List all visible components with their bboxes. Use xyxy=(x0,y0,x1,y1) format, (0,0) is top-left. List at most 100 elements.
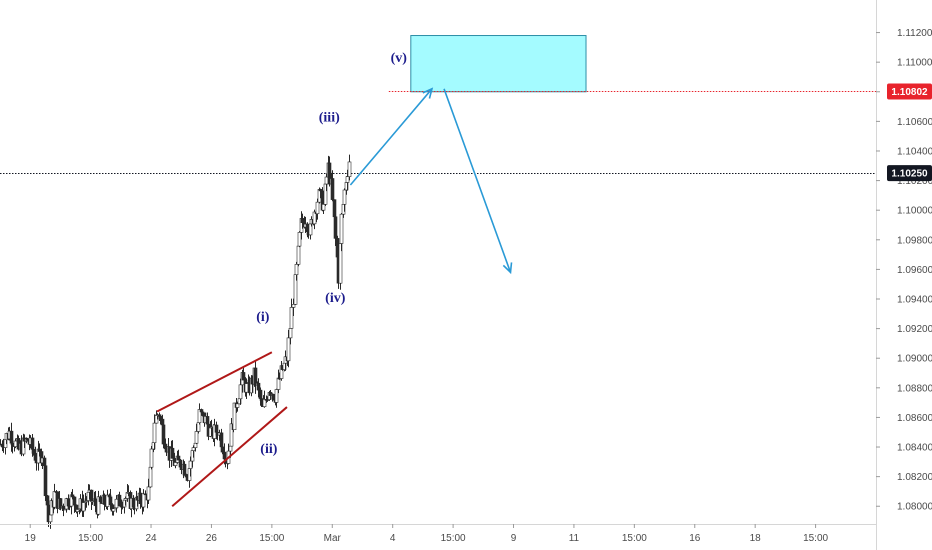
candle-body xyxy=(296,245,301,265)
candle-body xyxy=(289,307,294,329)
y-tick-label: 1.09000 xyxy=(897,354,932,365)
candle-body xyxy=(194,431,199,444)
y-tick-label: 1.10200 xyxy=(897,176,932,187)
candle-body xyxy=(148,466,153,488)
candle-body xyxy=(37,448,42,452)
wave-label-2: (iii) xyxy=(319,110,340,125)
candle-body xyxy=(114,498,119,509)
x-tick-label: 15:00 xyxy=(622,533,647,544)
price-tag-1 xyxy=(887,165,932,182)
candle-body xyxy=(191,447,196,451)
y-tick-label: 1.11200 xyxy=(897,28,932,39)
candles-layer xyxy=(0,154,352,529)
candle-body xyxy=(43,465,48,497)
candle-body xyxy=(108,496,113,506)
candle-body xyxy=(96,496,101,515)
candle-body xyxy=(197,409,202,423)
candle-body xyxy=(335,238,340,258)
time-axis[interactable]: 19 15:00 24 26 15:00 Mar 4 15:00 9 11 15:00 16 18 15:… xyxy=(0,524,876,544)
y-tick-label: 1.10600 xyxy=(897,117,932,128)
candle-body xyxy=(330,178,335,200)
target-zone xyxy=(410,35,587,93)
candle-body xyxy=(324,176,329,185)
candle-body xyxy=(235,403,240,408)
x-tick-label: 15:00 xyxy=(259,533,284,544)
x-tick-label: 15:00 xyxy=(803,533,828,544)
x-tick-label: 18 xyxy=(750,533,762,544)
x-tick-label: Mar xyxy=(324,533,342,544)
candle-body xyxy=(81,502,86,512)
candle-body xyxy=(158,416,163,420)
y-tick-label: 1.08800 xyxy=(897,383,932,394)
candle-body xyxy=(176,455,181,461)
candle-body xyxy=(70,494,75,498)
y-tick-label: 1.10400 xyxy=(897,146,932,157)
price-tag-label-1: 1.10250 xyxy=(891,169,928,180)
candle-body xyxy=(52,491,57,508)
candle-body xyxy=(48,514,53,523)
candle-body xyxy=(297,232,302,247)
y-tick-label: 1.08000 xyxy=(897,502,932,513)
candle-body xyxy=(315,201,320,215)
candle-body xyxy=(333,216,338,239)
candle-body xyxy=(61,505,66,510)
y-tick-label: 1.11000 xyxy=(897,58,932,69)
candle-body xyxy=(256,382,261,391)
candle-body xyxy=(72,496,77,506)
candle-body xyxy=(300,218,305,224)
projection-arrow-0 xyxy=(349,88,433,186)
y-tick-label: 1.09600 xyxy=(897,265,932,276)
candle-body xyxy=(253,367,258,386)
candle-body xyxy=(286,337,291,362)
wave-label-1: (ii) xyxy=(260,442,277,457)
candle-body xyxy=(291,304,296,308)
candle-body xyxy=(173,462,178,466)
candle-body xyxy=(244,383,249,393)
candle-body xyxy=(188,460,193,469)
y-tick-label: 1.09800 xyxy=(897,235,932,246)
candle-body xyxy=(152,422,157,443)
x-tick-label: 15:00 xyxy=(441,533,466,544)
projection-arrowhead-1 xyxy=(502,262,513,275)
price-lines-layer xyxy=(0,91,876,174)
candle-body xyxy=(146,486,151,501)
candle-body xyxy=(294,264,299,275)
candle-body xyxy=(228,445,233,452)
wave-labels-layer: (i) (ii) (iii) (iv) (v) xyxy=(256,51,407,457)
price-axis[interactable]: 1.112001.110001.108001.106001.104001.102… xyxy=(876,0,932,550)
candle-body xyxy=(271,394,276,400)
candle-body xyxy=(111,508,116,512)
channel-line-1 xyxy=(171,406,288,507)
candle-body xyxy=(321,204,326,211)
x-tick-label: 24 xyxy=(145,533,157,544)
candle-body xyxy=(220,446,225,453)
x-tick-label: 19 xyxy=(25,533,37,544)
candle-body xyxy=(141,493,146,508)
x-tick-label: 26 xyxy=(206,533,218,544)
channel-line-0 xyxy=(156,351,273,413)
channel-lines-layer xyxy=(156,351,288,507)
candle-body xyxy=(288,328,293,339)
candle-body xyxy=(13,440,18,447)
x-tick-label: 9 xyxy=(511,533,517,544)
candle-body xyxy=(200,411,205,414)
price-tags-layer: 1.10802 1.10250 xyxy=(887,83,932,182)
candle-body xyxy=(262,399,267,408)
candle-body xyxy=(347,161,352,177)
y-tick-label: 1.08600 xyxy=(897,413,932,424)
price-tag-0 xyxy=(887,83,932,100)
candle-body xyxy=(345,176,350,183)
projection-arrow-1 xyxy=(443,88,512,273)
candle-body xyxy=(342,189,347,205)
candle-body xyxy=(229,423,234,447)
projection-arrowhead-0 xyxy=(422,87,434,99)
wave-label-4: (v) xyxy=(391,51,408,66)
candle-body xyxy=(31,449,36,454)
candle-body xyxy=(274,389,279,403)
candle-body xyxy=(339,213,344,244)
wave-label-0: (i) xyxy=(256,310,270,325)
y-tick-label: 1.09200 xyxy=(897,324,932,335)
price-tag-label-0: 1.10802 xyxy=(891,87,928,98)
x-tick-label: 4 xyxy=(390,533,396,544)
